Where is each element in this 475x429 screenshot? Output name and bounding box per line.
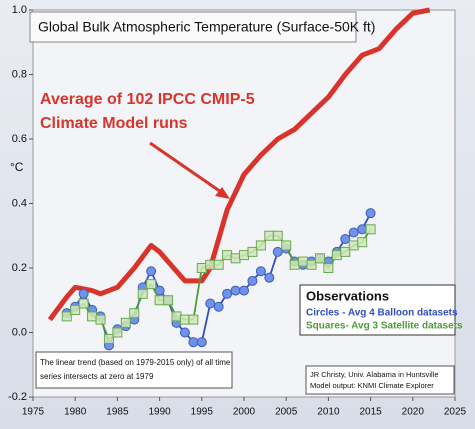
chart-title: Global Bulk Atmospheric Temperature (Sur…	[38, 19, 375, 35]
square-marker	[188, 314, 199, 325]
square-marker	[230, 253, 241, 264]
square-marker	[247, 246, 258, 257]
legend-entry: Squares- Avg 3 Satellite datasets	[306, 321, 463, 332]
square-marker	[298, 256, 309, 267]
square-marker	[264, 230, 275, 241]
square-marker	[348, 240, 359, 251]
square-marker	[146, 279, 157, 290]
square-marker	[255, 240, 266, 251]
square-marker	[129, 308, 140, 319]
circle-marker	[255, 266, 266, 277]
note-box	[35, 351, 233, 389]
square-marker	[205, 259, 216, 270]
square-marker	[87, 311, 98, 322]
x-tick-label: 1980	[64, 407, 87, 418]
square-marker	[154, 295, 165, 306]
square-marker	[272, 230, 283, 241]
circle-marker	[222, 288, 233, 299]
square-marker	[222, 250, 233, 261]
square-marker	[61, 311, 72, 322]
square-marker	[103, 333, 114, 344]
x-tick-label: 2020	[402, 407, 425, 418]
circle-marker	[146, 266, 157, 277]
x-tick-label: 1995	[191, 407, 214, 418]
circle-marker	[179, 327, 190, 338]
square-marker	[112, 327, 123, 338]
note: The linear trend (based on 1979-2015 onl…	[40, 358, 231, 367]
x-tick-label: 2005	[275, 407, 298, 418]
square-marker	[196, 263, 207, 273]
square-marker	[289, 259, 300, 270]
circle-marker	[348, 227, 359, 238]
series	[47, 7, 431, 351]
credits-box	[305, 365, 455, 395]
square-marker	[179, 314, 190, 325]
circle-marker	[340, 233, 351, 244]
square-marker	[239, 250, 249, 261]
square-marker	[357, 237, 368, 248]
square-marker	[95, 314, 106, 325]
circle-marker	[365, 208, 376, 219]
square-marker	[120, 317, 131, 328]
circle-marker	[357, 224, 368, 235]
square-marker	[306, 259, 317, 270]
circle-marker	[230, 285, 241, 296]
x-tick-label: 2010	[317, 407, 340, 418]
square-marker	[137, 288, 148, 299]
y-axis-label: °C	[10, 160, 24, 174]
circle-marker	[213, 301, 224, 312]
square-marker	[340, 246, 351, 257]
circle-marker	[196, 337, 207, 348]
arrow-head	[215, 187, 230, 199]
series-line	[47, 7, 431, 322]
square-marker	[365, 224, 376, 235]
square-marker	[331, 250, 342, 261]
square-marker	[314, 253, 325, 264]
square-marker	[171, 311, 182, 322]
square-marker	[163, 295, 174, 306]
square-marker	[213, 259, 224, 270]
circle-marker	[205, 298, 216, 309]
annotation: Average of 102 IPCC CMIP-5	[40, 91, 255, 108]
credits: Model output: KNMI Climate Explorer	[310, 381, 434, 390]
square-marker	[323, 263, 334, 273]
plot-area	[32, 9, 456, 398]
arrow	[149, 141, 225, 196]
y-tick-label: 1.0	[12, 4, 27, 16]
grid	[29, 9, 456, 401]
note: series intersects at zero at 1979	[40, 372, 154, 381]
y-tick-label: 0.8	[12, 68, 27, 80]
x-tick-label: 1985	[106, 407, 129, 418]
y-tick-label: 0.6	[12, 133, 27, 145]
title-box	[29, 11, 357, 43]
square-marker	[70, 304, 81, 315]
circle-marker	[239, 285, 249, 296]
x-tick-label: 2025	[444, 407, 467, 418]
legend-entry: Circles - Avg 4 Balloon datasets	[306, 308, 458, 319]
y-tick-label: 0.4	[12, 197, 27, 209]
square-marker	[281, 240, 292, 251]
circle-marker	[264, 272, 275, 283]
y-tick-label: 0.0	[12, 326, 27, 338]
y-tick-label: -0.2	[8, 391, 27, 403]
x-tick-label: 1975	[22, 407, 45, 418]
circle-marker	[272, 246, 283, 257]
y-tick-label: 0.2	[12, 262, 27, 274]
legend	[299, 284, 456, 336]
circle-marker	[188, 337, 199, 348]
circle-marker	[78, 288, 89, 299]
credits: JR Christy, Univ. Alabama in Huntsville	[310, 370, 439, 379]
legend-title: Observations	[306, 288, 389, 303]
x-tick-label: 2000	[233, 407, 256, 418]
x-tick-label: 2015	[359, 407, 382, 418]
circle-marker	[247, 275, 258, 286]
x-tick-label: 1990	[148, 407, 171, 418]
square-marker	[78, 298, 89, 309]
annotation: Climate Model runs	[40, 115, 188, 132]
